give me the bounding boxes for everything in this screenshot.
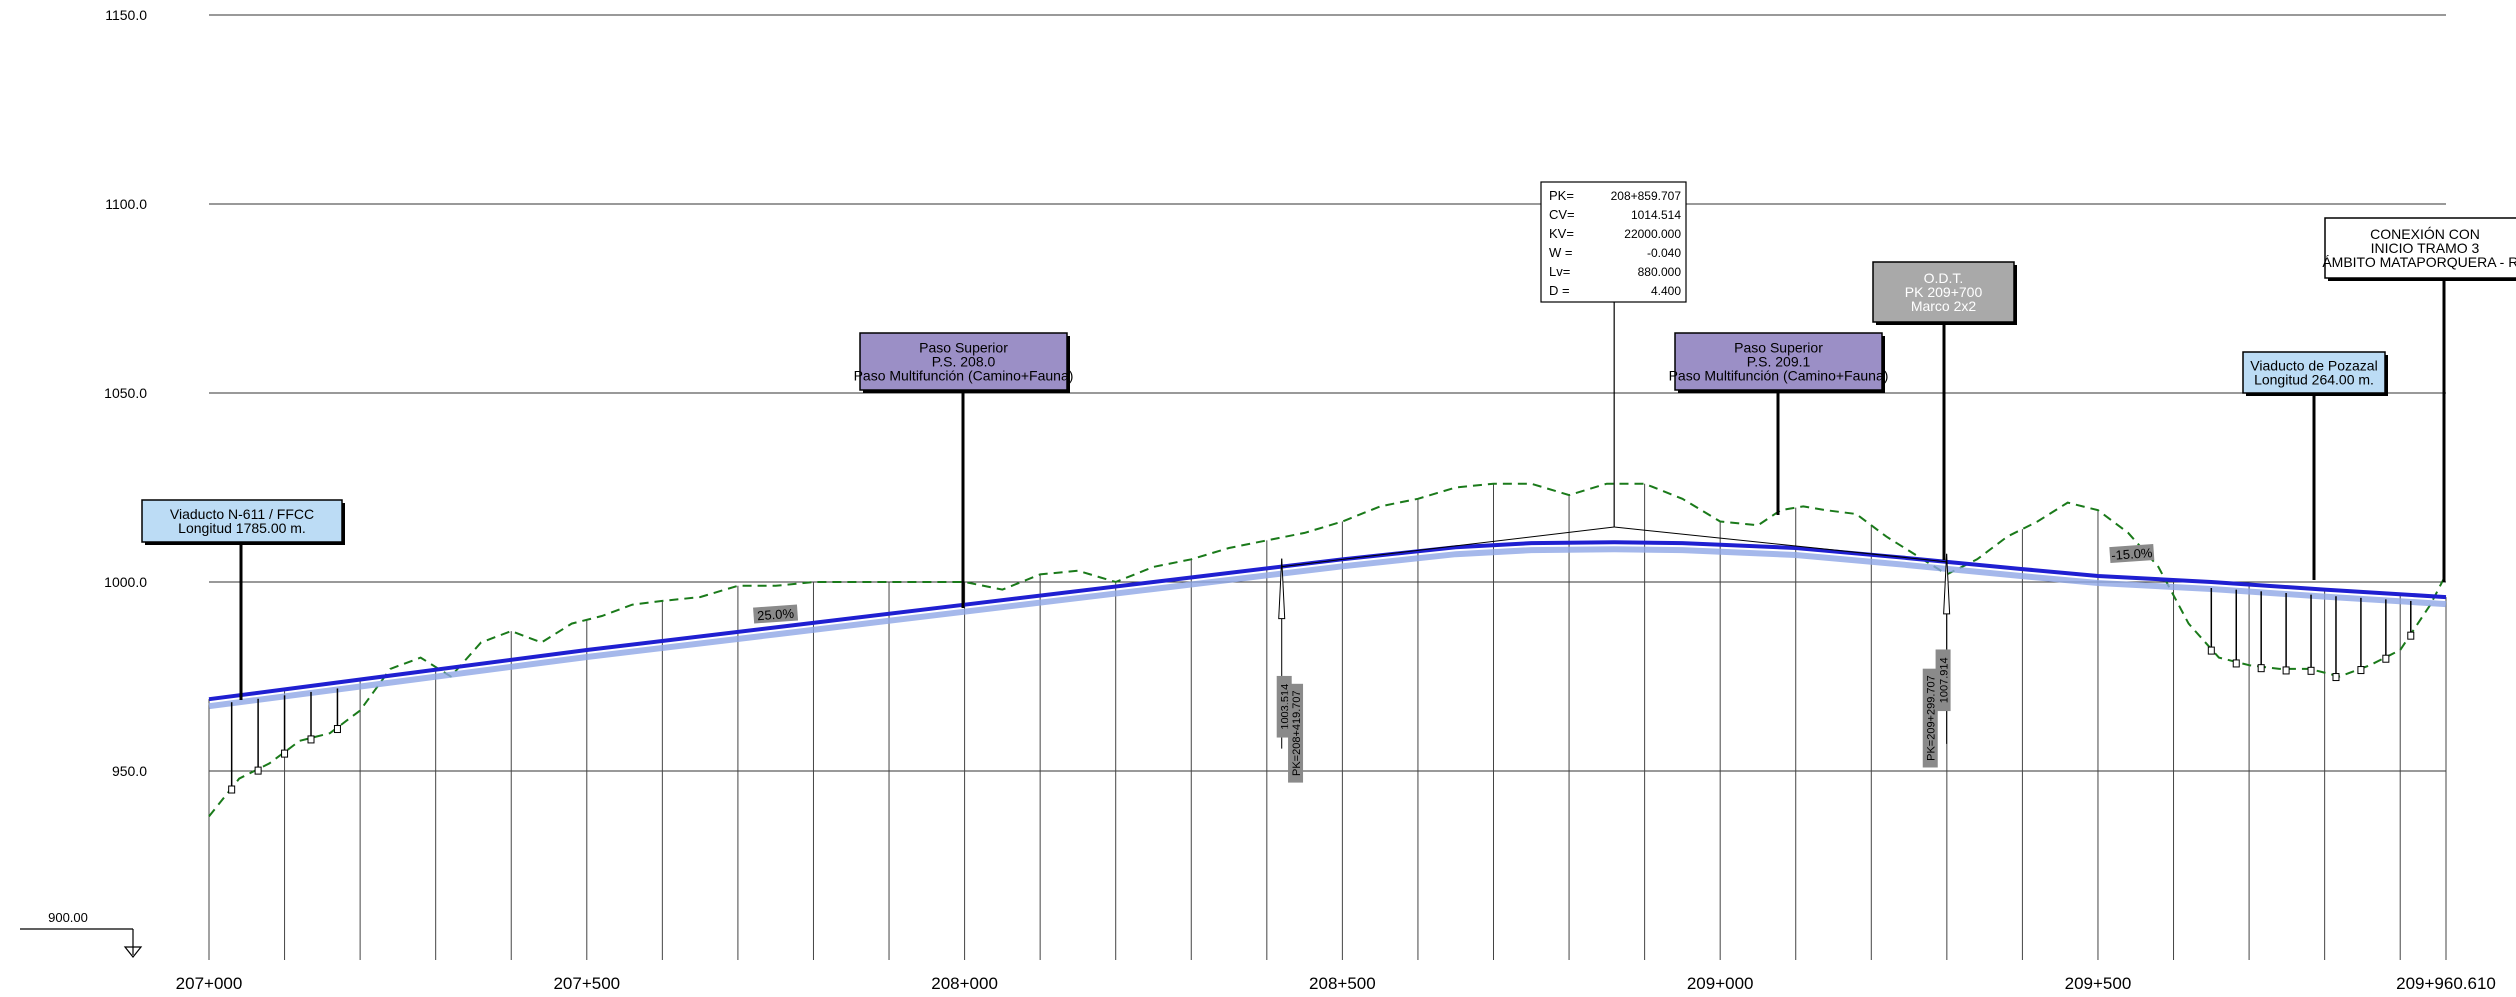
vertical-label-bg — [1288, 683, 1304, 783]
structure-label: Paso Superior — [1734, 340, 1823, 356]
structure-label: CONEXIÓN CON — [2370, 226, 2480, 242]
grade-tag: -15.0% — [2111, 545, 2154, 563]
datum-label: 900.00 — [48, 910, 88, 925]
grade-tag-bg — [753, 604, 799, 624]
pier-foot — [2257, 664, 2265, 673]
tangent-right — [1614, 526, 1947, 563]
x-tick-label: 207+500 — [553, 974, 620, 993]
grade-series — [208, 540, 2447, 710]
curve-param-key: CV= — [1549, 207, 1575, 222]
structure-label: Paso Multifunción (Camino+Fauna) — [854, 368, 1074, 384]
curve-param-value: 208+859.707 — [1611, 189, 1682, 203]
grade-line — [208, 540, 2447, 702]
terrain-series — [208, 482, 2447, 818]
pier-foot — [2232, 659, 2240, 668]
curve-param-value: 22000.000 — [1624, 227, 1681, 241]
structure-label: Longitud 264.00 m. — [2254, 372, 2374, 388]
structure-label: Marco 2x2 — [1911, 298, 1977, 314]
grade-percent-labels: 25.0% -15.0% — [753, 544, 2155, 624]
curve-param-key: PK= — [1549, 188, 1574, 203]
curve-param-key: KV= — [1549, 226, 1574, 241]
curve-param-value: 880.000 — [1638, 265, 1682, 279]
y-tick-label: 950.0 — [112, 763, 147, 779]
structure-box — [859, 332, 1068, 391]
vertical-label-bg — [1935, 649, 1951, 712]
station-lines — [208, 483, 2447, 960]
structure-box — [141, 499, 343, 543]
x-tick-label: 208+000 — [931, 974, 998, 993]
vertical-label: 1007.914 — [1935, 649, 1951, 712]
curve-param-value: 4.400 — [1651, 284, 1681, 298]
pier-foot — [333, 725, 341, 734]
structure-label: Paso Superior — [919, 340, 1008, 356]
curve-param-value: -0.040 — [1647, 246, 1681, 260]
vertical-label: PK=208+419.707 — [1288, 683, 1304, 783]
x-tick-label: 209+500 — [2065, 974, 2132, 993]
pier-foot — [2332, 673, 2340, 682]
y-tick-label: 1100.0 — [105, 196, 147, 212]
pier-foot — [281, 749, 289, 758]
structure-label: Longitud 1785.00 m. — [178, 520, 306, 536]
structure-label: PK 209+700 — [1905, 284, 1983, 300]
pier-foot — [2307, 666, 2315, 675]
pier-foot — [2407, 631, 2415, 640]
structure-label: INICIO TRAMO 3 — [2371, 240, 2480, 256]
structure-label: Viaducto de Pozazal — [2250, 358, 2377, 374]
bridge-piers — [228, 588, 2415, 794]
pier-foot — [307, 735, 315, 744]
structure-label: O.D.T. — [1924, 270, 1964, 286]
grade-shadow — [208, 546, 2447, 710]
vertex-arrow-icon — [1943, 553, 1951, 615]
curve-param-key: D = — [1549, 283, 1570, 298]
vertical-label-text: PK=209+299.707 — [1926, 675, 1938, 761]
vertical-label-bg — [1276, 675, 1292, 738]
grade-tag-bg — [2109, 544, 2155, 564]
datum-arrow-icon — [123, 946, 143, 958]
x-tick-label: 209+000 — [1687, 974, 1754, 993]
datum-marker: 900.00 — [20, 910, 143, 958]
vertical-label-text: PK=208+419.707 — [1291, 690, 1303, 776]
terrain-line — [208, 482, 2447, 818]
structure-label: Viaducto N-611 / FFCC — [170, 506, 314, 522]
curve-param-key: Lv= — [1549, 264, 1570, 279]
pier-foot — [2357, 666, 2365, 675]
grade-tag: 25.0% — [757, 606, 795, 624]
x-tick-label: 208+500 — [1309, 974, 1376, 993]
structure-box — [2324, 217, 2516, 279]
curve-param-key: W = — [1549, 245, 1572, 260]
curve-box — [1540, 181, 1687, 303]
pier-foot — [2282, 666, 2290, 675]
structure-label: ÁMBITO MATAPORQUERA - RE — [2322, 254, 2516, 270]
y-tick-label: 1150.0 — [105, 7, 147, 23]
structure-box — [1674, 332, 1883, 391]
elevation-gridlines — [209, 14, 2446, 772]
pier-foot — [228, 785, 236, 794]
vertical-label: PK=209+299.707 — [1922, 668, 1938, 768]
pier-foot — [2207, 646, 2215, 655]
vertical-label-bg — [1922, 668, 1938, 768]
y-tick-label: 1000.0 — [104, 574, 147, 590]
y-tick-label: 1050.0 — [104, 385, 147, 401]
vertex-arrow-icon — [1278, 558, 1286, 620]
pier-foot — [254, 766, 262, 775]
structure-box — [1872, 261, 2015, 323]
x-axis-labels: 207+000 207+500 208+000 208+500 209+000 209+5… — [176, 974, 2496, 993]
tangent-left — [1281, 526, 1615, 568]
structure-label: Paso Multifunción (Camino+Fauna) — [1669, 368, 1889, 384]
vertical-point-labels: 1003.514 PK=208+419.707 PK=209+299.707 1007… — [1276, 553, 1951, 783]
pier-foot — [2382, 654, 2390, 663]
x-tick-label: 207+000 — [176, 974, 243, 993]
x-tick-label: 209+960.610 — [2396, 974, 2496, 993]
structure-label: P.S. 208.0 — [932, 354, 996, 370]
vertical-label-text: 1007.914 — [1939, 657, 1951, 703]
structure-box — [2242, 351, 2386, 394]
y-axis-labels: 1150.0 1100.0 1050.0 1000.0 950.0 — [104, 7, 147, 779]
curve-param-value: 1014.514 — [1631, 208, 1681, 222]
vertical-curve-parameters: PK= 208+859.707 CV= 1014.514 KV= 22000.000 W =… — [1281, 181, 1947, 568]
structure-label: P.S. 209.1 — [1747, 354, 1811, 370]
